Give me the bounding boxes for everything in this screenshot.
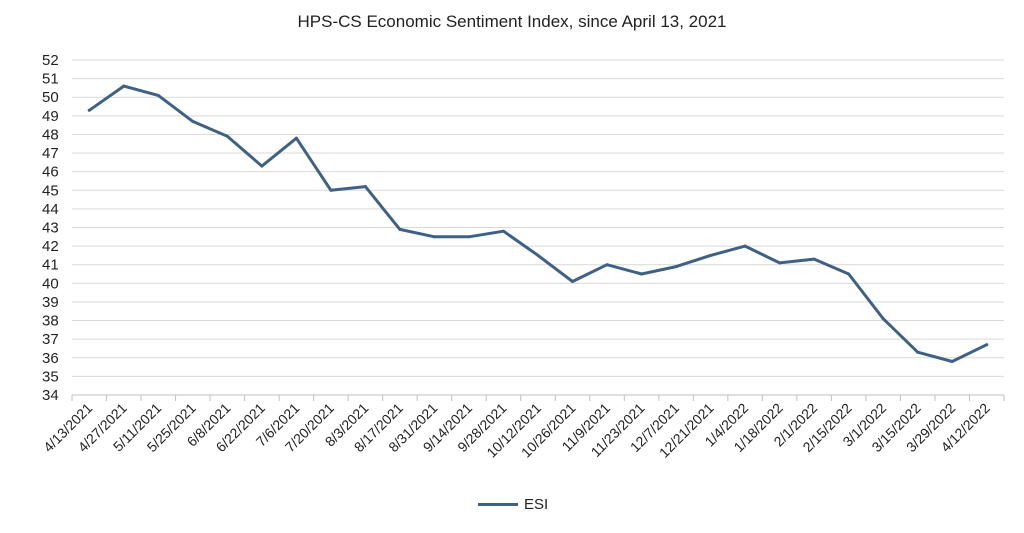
data-point [294, 136, 298, 140]
y-tick-label: 34 [42, 387, 59, 404]
legend: ESI [478, 496, 548, 513]
data-point [225, 134, 229, 138]
y-tick-label: 35 [42, 368, 59, 385]
data-point [260, 164, 264, 168]
y-tick-label: 38 [42, 313, 59, 330]
data-point [536, 253, 540, 257]
y-tick-label: 50 [42, 89, 59, 106]
data-point [87, 108, 91, 112]
data-point [191, 119, 195, 123]
data-point [916, 350, 920, 354]
series-group [87, 84, 989, 363]
data-point [571, 279, 575, 283]
y-tick-label: 40 [42, 275, 59, 292]
y-tick-label: 36 [42, 350, 59, 367]
gridlines [72, 59, 1004, 396]
y-tick-label: 42 [42, 238, 59, 255]
y-tick-label: 45 [42, 182, 59, 199]
data-point [329, 188, 333, 192]
y-tick-label: 47 [42, 145, 59, 162]
legend-label-esi: ESI [524, 496, 549, 513]
data-point [778, 261, 782, 265]
y-tick-label: 43 [42, 220, 59, 237]
data-point [674, 265, 678, 269]
data-point [743, 244, 747, 248]
y-tick-label: 48 [42, 126, 59, 143]
data-point [467, 235, 471, 239]
data-point [122, 84, 126, 88]
y-tick-label: 49 [42, 108, 59, 125]
x-axis-ticks: 4/13/20214/27/20215/11/20215/25/20216/8/… [40, 395, 1005, 461]
data-point [847, 272, 851, 276]
y-tick-label: 51 [42, 71, 59, 88]
data-point [950, 360, 954, 363]
chart-title: HPS-CS Economic Sentiment Index, since A… [297, 12, 727, 31]
y-tick-label: 37 [42, 331, 59, 348]
data-point [363, 185, 367, 189]
data-point [812, 257, 816, 261]
y-tick-label: 41 [42, 257, 59, 274]
y-tick-label: 52 [42, 52, 59, 69]
data-point [881, 317, 885, 321]
y-tick-label: 46 [42, 164, 59, 181]
data-point [432, 235, 436, 239]
data-point [985, 343, 989, 347]
y-tick-label: 39 [42, 294, 59, 311]
data-point [156, 93, 160, 97]
data-point [640, 272, 644, 276]
data-point [398, 227, 402, 231]
data-point [501, 229, 505, 233]
data-point [605, 263, 609, 267]
y-tick-label: 44 [42, 201, 59, 218]
data-point [709, 253, 713, 257]
legend-swatch [478, 503, 518, 506]
